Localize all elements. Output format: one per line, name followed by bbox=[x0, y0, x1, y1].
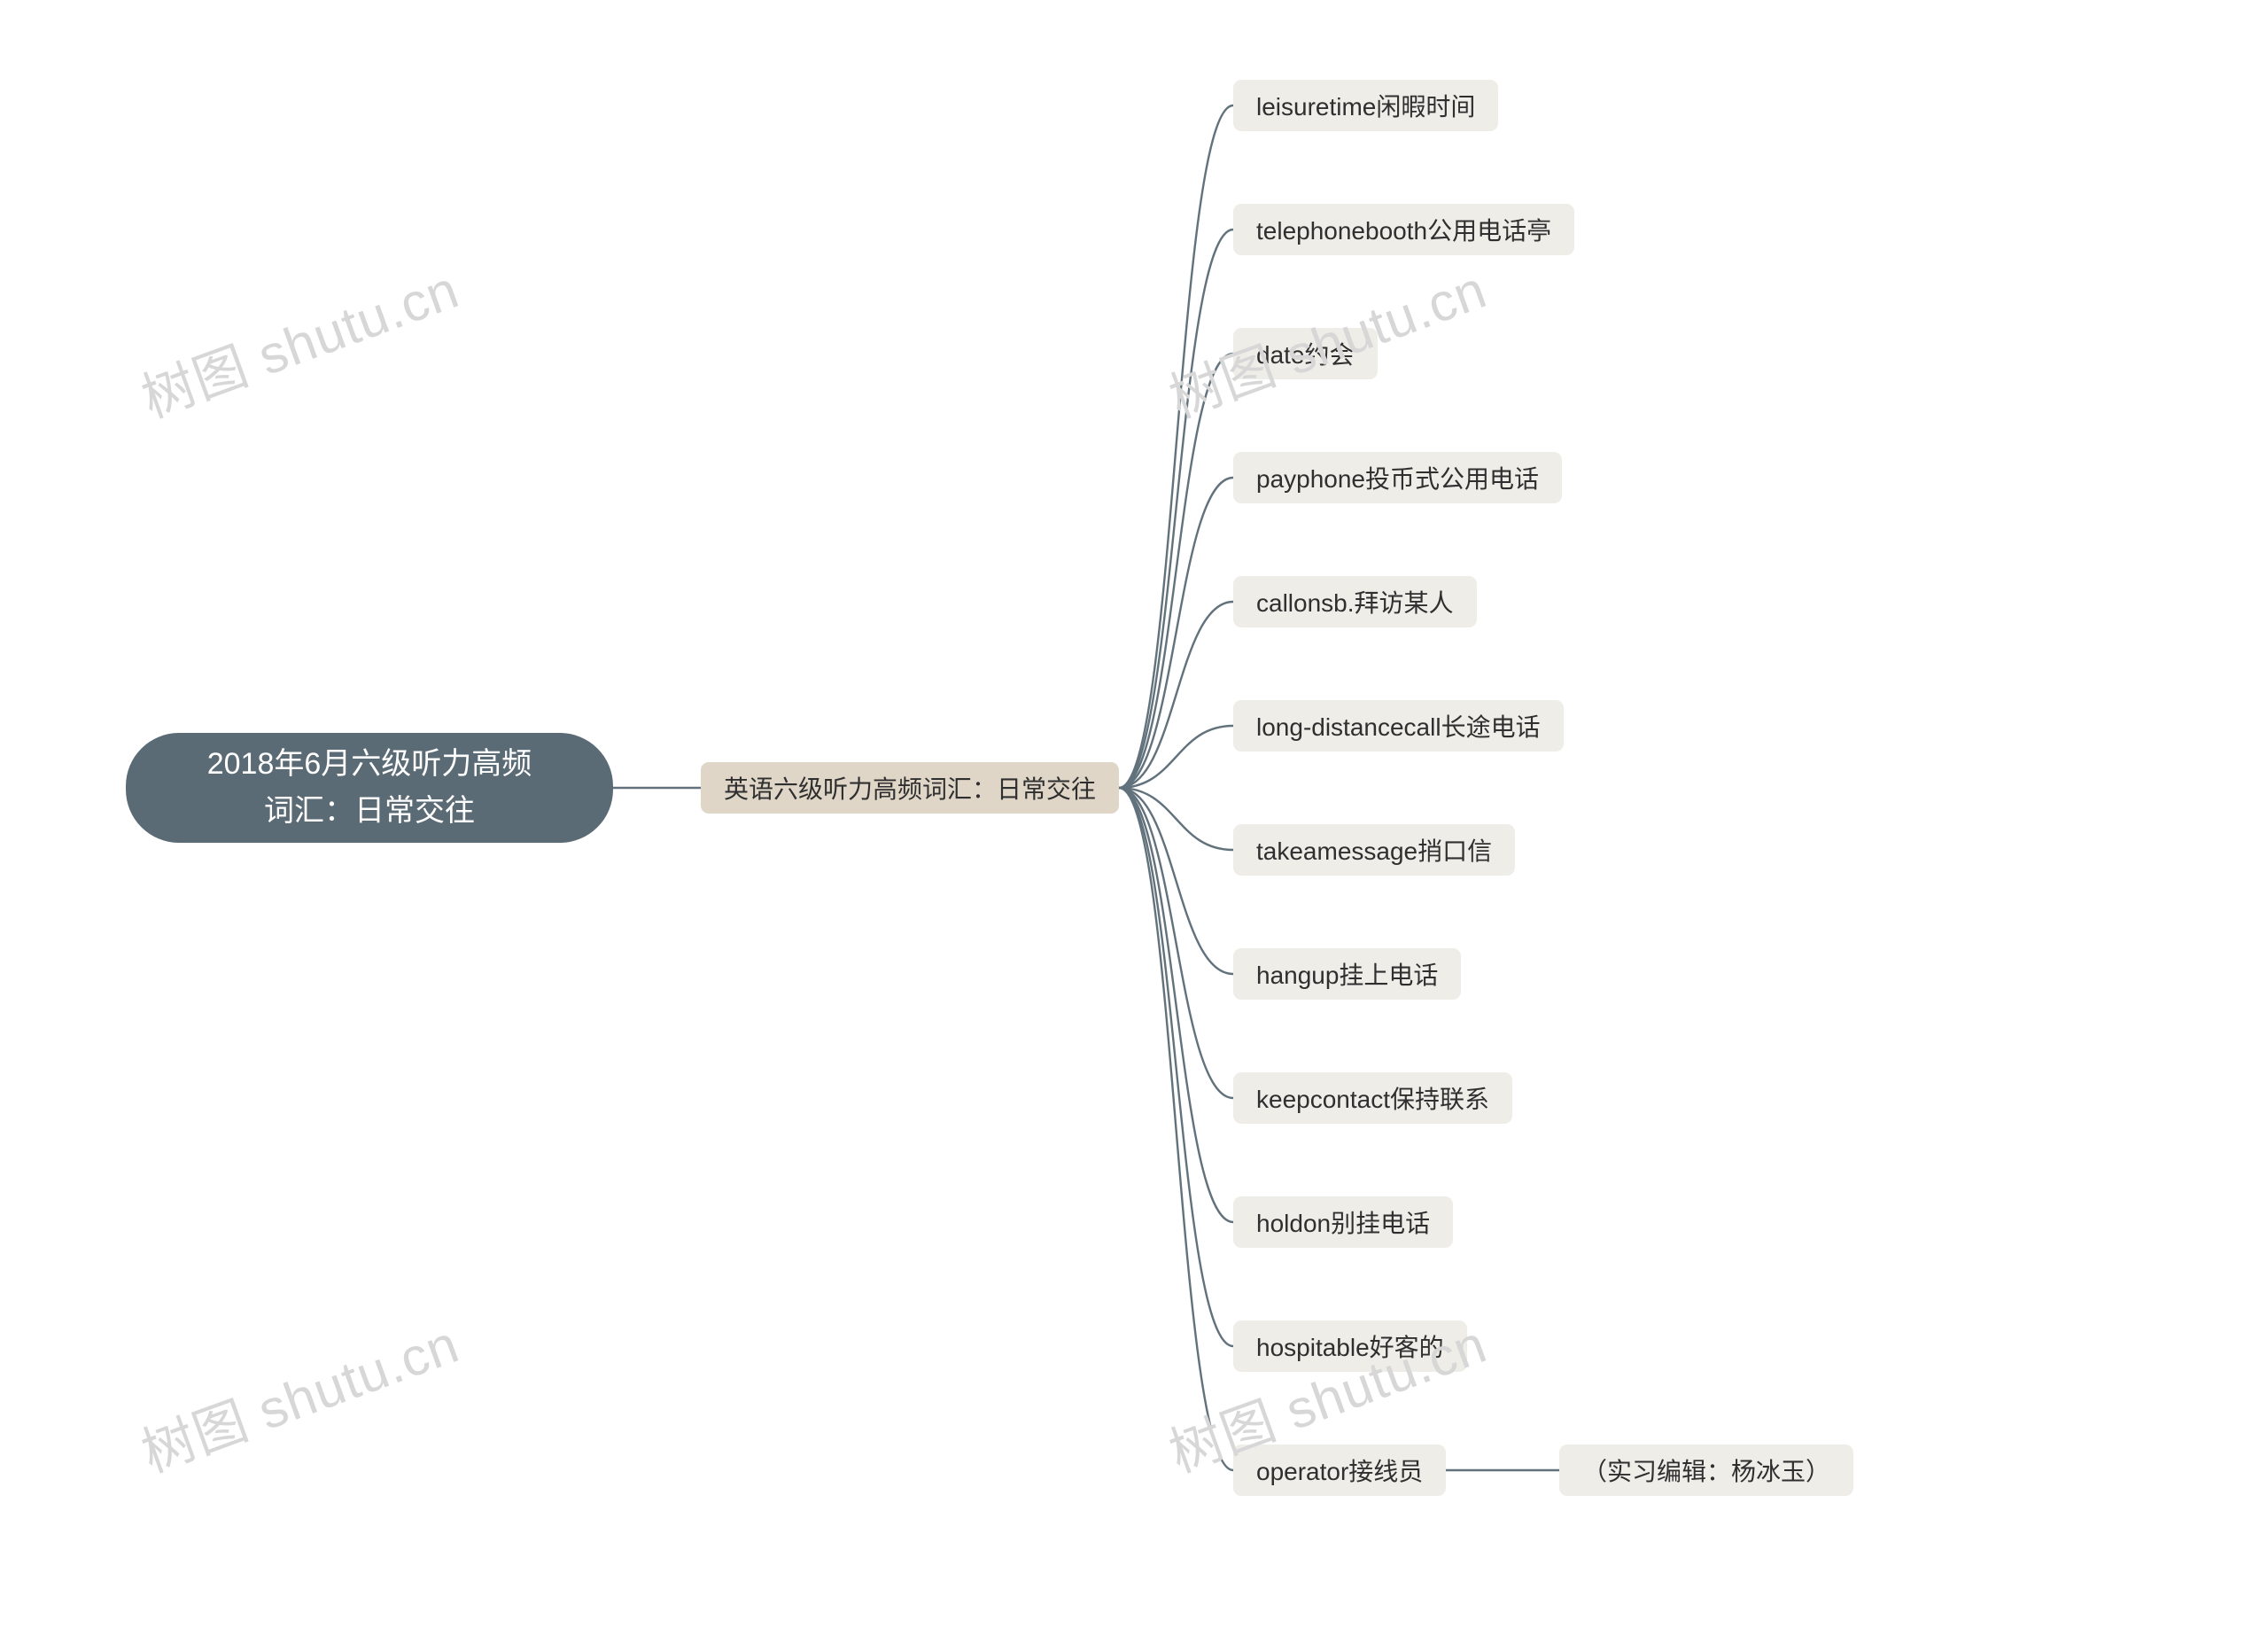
leaf-node: hospitable好客的 bbox=[1233, 1320, 1467, 1372]
leaf-label: hospitable好客的 bbox=[1256, 1328, 1444, 1364]
root-node: 2018年6月六级听力高频 词汇：日常交往 bbox=[126, 733, 613, 843]
subtopic-label: 英语六级听力高频词汇：日常交往 bbox=[724, 770, 1096, 806]
leaf-node: leisuretime闲暇时间 bbox=[1233, 80, 1498, 131]
leaf-label: leisuretime闲暇时间 bbox=[1256, 88, 1475, 123]
leaf-node: holdon别挂电话 bbox=[1233, 1196, 1453, 1248]
leaf-label: hangup挂上电话 bbox=[1256, 956, 1438, 992]
grandchild-label: （实习编辑：杨冰玉） bbox=[1582, 1452, 1830, 1488]
watermark: 树图 shutu.cn bbox=[129, 247, 468, 433]
leaf-node: keepcontact保持联系 bbox=[1233, 1072, 1512, 1124]
leaf-node: hangup挂上电话 bbox=[1233, 948, 1461, 1000]
leaf-node: telephonebooth公用电话亭 bbox=[1233, 204, 1574, 255]
leaf-node: operator接线员 bbox=[1233, 1445, 1446, 1496]
mindmap-canvas: 2018年6月六级听力高频 词汇：日常交往 英语六级听力高频词汇：日常交往 le… bbox=[0, 0, 2268, 1651]
leaf-label: telephonebooth公用电话亭 bbox=[1256, 212, 1551, 247]
grandchild-node: （实习编辑：杨冰玉） bbox=[1559, 1445, 1853, 1496]
leaf-label: keepcontact保持联系 bbox=[1256, 1080, 1489, 1116]
leaf-node: callonsb.拜访某人 bbox=[1233, 576, 1477, 627]
leaf-label: date约会 bbox=[1256, 336, 1355, 371]
root-line1: 2018年6月六级听力高频 bbox=[207, 741, 532, 788]
root-line2: 词汇：日常交往 bbox=[264, 788, 475, 835]
subtopic-node: 英语六级听力高频词汇：日常交往 bbox=[701, 762, 1119, 814]
leaf-node: date约会 bbox=[1233, 328, 1378, 379]
leaf-node: payphone投币式公用电话 bbox=[1233, 452, 1562, 503]
leaf-label: payphone投币式公用电话 bbox=[1256, 460, 1539, 495]
leaf-node: takeamessage捎口信 bbox=[1233, 824, 1515, 876]
leaf-label: callonsb.拜访某人 bbox=[1256, 584, 1454, 619]
leaf-label: operator接线员 bbox=[1256, 1452, 1423, 1488]
watermark: 树图 shutu.cn bbox=[129, 1302, 468, 1488]
leaf-label: holdon别挂电话 bbox=[1256, 1204, 1430, 1240]
leaf-label: long-distancecall长途电话 bbox=[1256, 708, 1541, 744]
leaf-node: long-distancecall长途电话 bbox=[1233, 700, 1564, 752]
leaf-label: takeamessage捎口信 bbox=[1256, 832, 1492, 868]
